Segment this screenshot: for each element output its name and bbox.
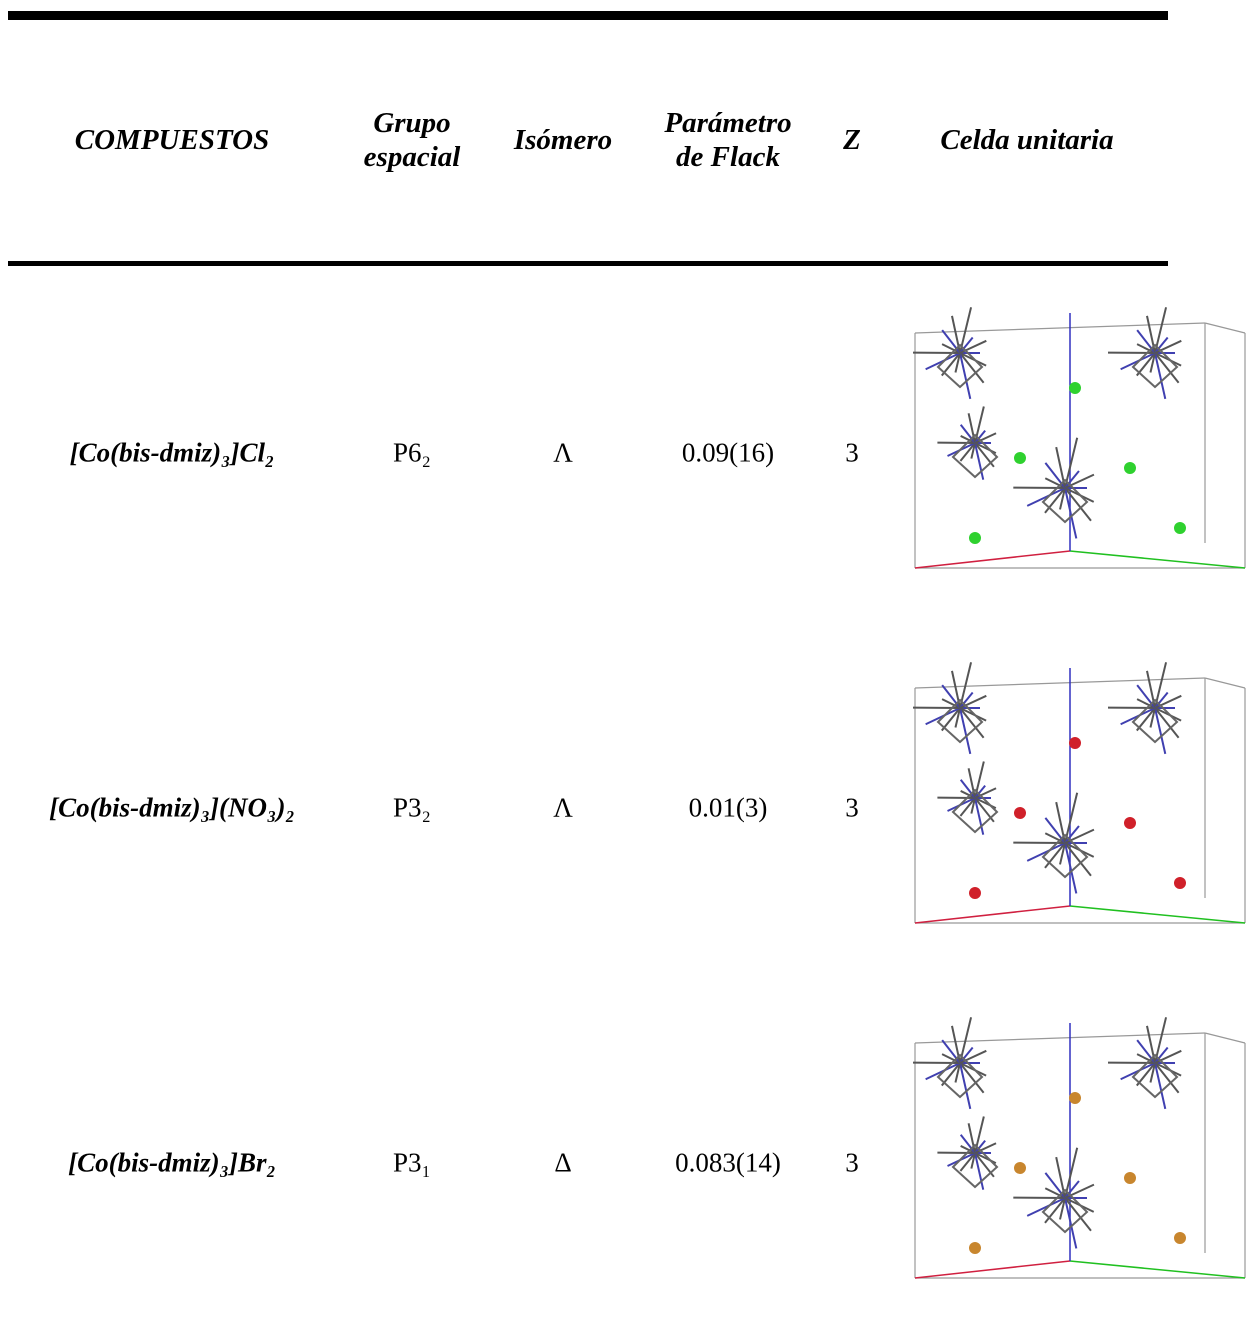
atom xyxy=(1069,1092,1081,1104)
compound: [Co(bis-dmiz)₃](NO₃)₂ xyxy=(49,793,295,824)
bond xyxy=(1070,551,1245,568)
cell-value: 3 xyxy=(845,1148,859,1179)
column-header: COMPUESTOS xyxy=(75,123,269,157)
atom xyxy=(1124,462,1136,474)
header-line: de Flack xyxy=(664,140,791,174)
header-line: Parámetro xyxy=(664,106,791,140)
bond xyxy=(1070,906,1245,923)
bond xyxy=(915,906,1070,923)
atom xyxy=(1014,1162,1026,1174)
bond xyxy=(1205,1033,1245,1043)
cell-value: P6₂ xyxy=(393,438,431,469)
bond xyxy=(1205,323,1245,333)
bond xyxy=(1027,1198,1065,1216)
header-line: Z xyxy=(843,123,861,157)
atom xyxy=(1014,807,1026,819)
cell-value: P3₂ xyxy=(393,793,431,824)
bond xyxy=(1070,1261,1245,1278)
header-line: espacial xyxy=(364,140,461,174)
header-line: Isómero xyxy=(514,123,612,157)
atom xyxy=(1174,877,1186,889)
cell-value: Λ xyxy=(553,438,573,469)
cell-value: 0.01(3) xyxy=(689,793,768,824)
header-line: COMPUESTOS xyxy=(75,123,269,157)
header-line: Celda unitaria xyxy=(940,123,1113,157)
column-header: Z xyxy=(843,123,861,157)
atom xyxy=(1174,1232,1186,1244)
unit-cell-image xyxy=(905,293,1257,603)
compound: [Co(bis-dmiz)₃]Cl₂ xyxy=(70,438,275,469)
column-header: Celda unitaria xyxy=(940,123,1113,157)
cell-value: Λ xyxy=(553,793,573,824)
header-line: Grupo xyxy=(364,106,461,140)
cell-value: Δ xyxy=(554,1148,571,1179)
top-rule xyxy=(8,11,1168,20)
header-rule xyxy=(8,261,1168,266)
atom xyxy=(1069,737,1081,749)
unit-cell-image xyxy=(905,648,1257,958)
bond xyxy=(915,551,1070,568)
bond xyxy=(1205,678,1245,688)
bond xyxy=(915,1261,1070,1278)
cell-value: P3₁ xyxy=(393,1148,431,1179)
bond xyxy=(1027,488,1065,506)
unit-cell-image xyxy=(905,1003,1257,1313)
atom xyxy=(1124,817,1136,829)
page: COMPUESTOS Grupoespacial Isómero Parámetrod… xyxy=(0,0,1257,1342)
atom xyxy=(969,1242,981,1254)
cell-value: 0.083(14) xyxy=(675,1148,781,1179)
bond xyxy=(1027,843,1065,861)
column-header: Isómero xyxy=(514,123,612,157)
atom xyxy=(1124,1172,1136,1184)
atom xyxy=(969,887,981,899)
atom xyxy=(1174,522,1186,534)
atom xyxy=(969,532,981,544)
atom xyxy=(1014,452,1026,464)
compound: [Co(bis-dmiz)₃]Br₂ xyxy=(68,1148,276,1179)
atom xyxy=(1069,382,1081,394)
cell-value: 3 xyxy=(845,793,859,824)
cell-value: 0.09(16) xyxy=(682,438,774,469)
cell-value: 3 xyxy=(845,438,859,469)
